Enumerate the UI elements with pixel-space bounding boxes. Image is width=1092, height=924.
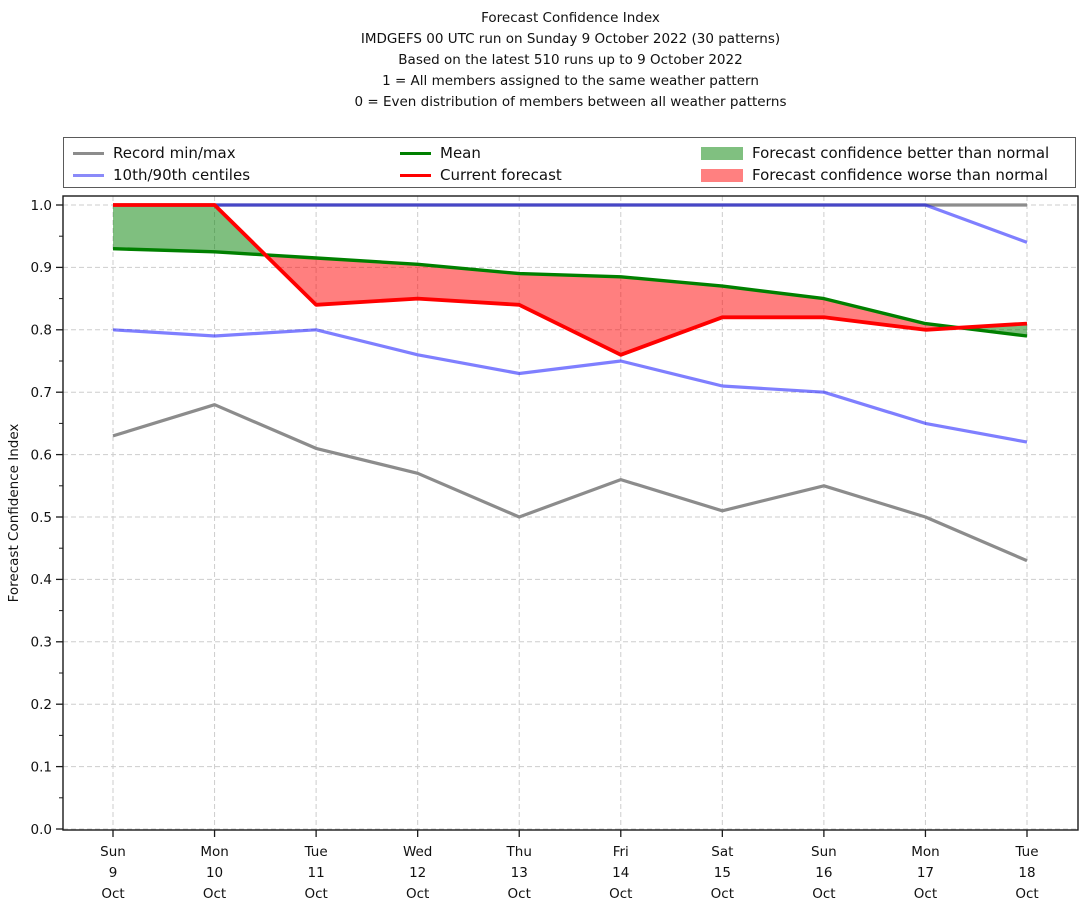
chart-legend: Record min/max 10th/90th centiles Mean C… bbox=[63, 137, 1076, 188]
legend-item-better-than-normal: Forecast confidence better than normal bbox=[701, 143, 1049, 163]
y-tick-label: 0.5 bbox=[31, 510, 52, 526]
y-tick-label: 0.3 bbox=[31, 635, 52, 651]
x-tick-label: Sun bbox=[100, 844, 126, 860]
x-tick-label: Oct bbox=[914, 886, 937, 902]
record-minmax-line-swatch bbox=[73, 151, 104, 155]
x-tick-label: 15 bbox=[714, 865, 731, 881]
x-tick-label: Oct bbox=[711, 886, 734, 902]
x-tick-label: 16 bbox=[815, 865, 832, 881]
legend-label: 10th/90th centiles bbox=[113, 166, 251, 184]
legend-item-worse-than-normal: Forecast confidence worse than normal bbox=[701, 165, 1049, 185]
legend-label: Mean bbox=[440, 144, 481, 162]
chart-title-line: 0 = Even distribution of members between… bbox=[354, 94, 787, 110]
y-tick-label: 0.7 bbox=[31, 385, 52, 401]
y-axis-label: Forecast Confidence Index bbox=[6, 424, 22, 603]
series-10th-centile bbox=[112, 328, 1028, 444]
x-tick-label: Mon bbox=[911, 844, 939, 860]
x-tick-label: Mon bbox=[200, 844, 228, 860]
x-tick-label: Sat bbox=[711, 844, 733, 860]
y-tick-label: 0.8 bbox=[31, 323, 52, 339]
x-tick-label: 17 bbox=[917, 865, 934, 881]
x-tick-label: Oct bbox=[609, 886, 632, 902]
x-tick-label: Wed bbox=[403, 844, 432, 860]
legend-label: Forecast confidence better than normal bbox=[752, 144, 1050, 162]
current-forecast-line-swatch bbox=[400, 173, 431, 177]
worse-than-normal-patch-swatch bbox=[701, 168, 743, 182]
legend-column-2: Mean Current forecast bbox=[400, 143, 562, 185]
centiles-line-swatch bbox=[73, 173, 104, 177]
chart-title-line: Based on the latest 510 runs up to 9 Oct… bbox=[398, 52, 743, 68]
y-tick-label: 0.1 bbox=[31, 759, 52, 775]
x-tick-label: Tue bbox=[304, 844, 328, 860]
legend-label: Current forecast bbox=[440, 166, 562, 184]
x-tick-label: Oct bbox=[1015, 886, 1038, 902]
mean-line-swatch bbox=[400, 151, 431, 155]
x-tick-label: Thu bbox=[506, 844, 532, 860]
y-tick-label: 0.0 bbox=[31, 822, 52, 838]
y-tick-label: 0.9 bbox=[31, 260, 52, 276]
x-tick-label: Oct bbox=[406, 886, 429, 902]
y-tick-label: 0.4 bbox=[31, 572, 52, 588]
x-tick-label: Fri bbox=[613, 844, 629, 860]
legend-item-centiles: 10th/90th centiles bbox=[73, 165, 250, 185]
x-tick-label: 13 bbox=[511, 865, 528, 881]
chart-title-line: Forecast Confidence Index bbox=[481, 10, 660, 26]
x-tick-label: 18 bbox=[1018, 865, 1035, 881]
x-tick-label: Oct bbox=[101, 886, 124, 902]
x-tick-label: Sun bbox=[811, 844, 837, 860]
y-tick-label: 1.0 bbox=[31, 198, 52, 214]
x-tick-label: Oct bbox=[812, 886, 835, 902]
legend-label: Record min/max bbox=[113, 144, 236, 162]
chart-title-block: Forecast Confidence Index IMDGEFS 00 UTC… bbox=[63, 8, 1078, 113]
legend-column-1: Record min/max 10th/90th centiles bbox=[73, 143, 250, 185]
legend-label: Forecast confidence worse than normal bbox=[752, 166, 1048, 184]
x-tick-label: 14 bbox=[612, 865, 629, 881]
x-tick-label: 9 bbox=[109, 865, 118, 881]
plot-border bbox=[62, 195, 1079, 831]
x-tick-label: Oct bbox=[203, 886, 226, 902]
chart-title-line: 1 = All members assigned to the same wea… bbox=[382, 73, 759, 89]
fill-worse-than-normal bbox=[265, 254, 960, 355]
legend-item-mean: Mean bbox=[400, 143, 562, 163]
series-current-forecast bbox=[113, 203, 1028, 357]
series-record-min bbox=[112, 403, 1028, 563]
y-tick-label: 0.2 bbox=[31, 697, 52, 713]
x-tick-label: Oct bbox=[304, 886, 327, 902]
x-tick-label: 11 bbox=[308, 865, 325, 881]
y-tick-label: 0.6 bbox=[31, 447, 52, 463]
x-tick-label: 12 bbox=[409, 865, 426, 881]
x-tick-label: Tue bbox=[1014, 844, 1038, 860]
legend-column-3: Forecast confidence better than normal F… bbox=[701, 143, 1049, 185]
x-tick-label: 10 bbox=[206, 865, 223, 881]
chart-title-line: IMDGEFS 00 UTC run on Sunday 9 October 2… bbox=[360, 31, 781, 47]
better-than-normal-patch-swatch bbox=[701, 146, 743, 160]
series-90th-centile bbox=[113, 203, 1028, 244]
legend-item-current-forecast: Current forecast bbox=[400, 165, 562, 185]
x-tick-label: Oct bbox=[508, 886, 531, 902]
legend-item-record-minmax: Record min/max bbox=[73, 143, 250, 163]
